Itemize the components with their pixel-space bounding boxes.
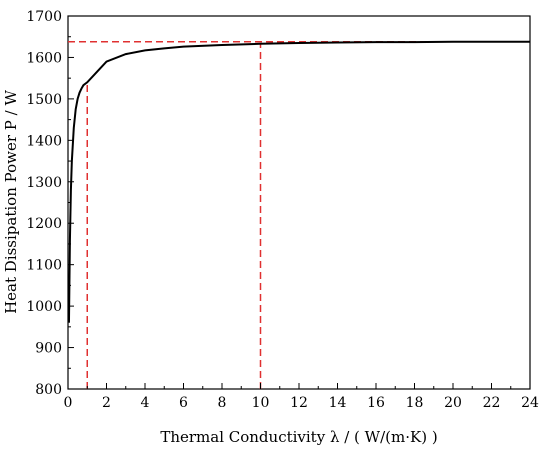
y-tick-label: 1400 [26,133,62,149]
reference-lines [68,40,530,389]
x-tick-label: 4 [141,395,150,411]
y-tick-label: 1000 [26,299,62,315]
x-tick-label: 14 [329,395,347,411]
y-axis-label: Heat Dissipation Power P / W [2,90,20,314]
x-tick-label: 2 [102,395,111,411]
plot-frame [67,15,531,390]
y-tick-label: 1500 [26,92,62,108]
x-tick-label: 12 [290,395,308,411]
x-tick-label: 10 [252,395,270,411]
y-axis: 800 900 1000 1100 1200 1300 1400 1500 1600 1700 [26,9,74,398]
x-axis: 0 2 4 6 8 10 12 14 16 18 20 22 24 [64,383,539,411]
x-tick-label: 16 [367,395,385,411]
y-tick-label: 900 [35,341,62,357]
y-tick-label: 1600 [26,50,62,66]
series-line [67,40,530,323]
y-tick-label: 800 [35,382,62,398]
x-tick-label: 18 [406,395,424,411]
x-tick-label: 24 [521,395,539,411]
x-tick-label: 20 [444,395,462,411]
x-tick-label: 0 [64,395,73,411]
y-tick-label: 1300 [26,175,62,191]
x-tick-label: 22 [483,395,501,411]
x-axis-label: Thermal Conductivity λ / ( W/(m·K) ) [160,428,437,446]
y-tick-label: 1200 [26,216,62,232]
y-tick-label: 1700 [26,9,62,25]
x-tick-label: 6 [179,395,188,411]
y-tick-label: 1100 [26,258,62,274]
x-tick-label: 8 [218,395,227,411]
